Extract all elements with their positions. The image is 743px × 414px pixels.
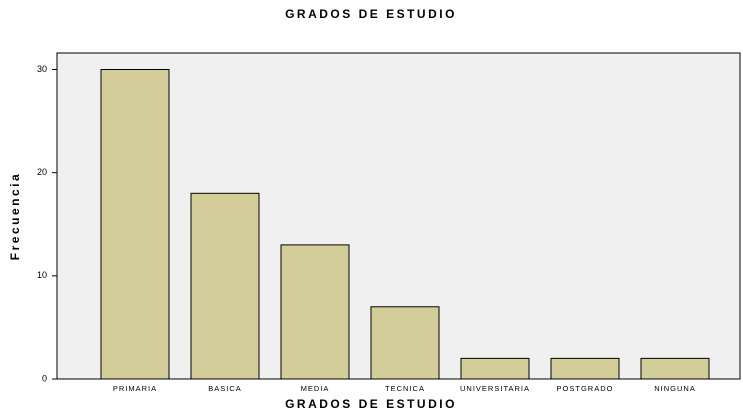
x-tick-label: PRIMARIA [113,384,157,393]
x-tick-label: POSTGRADO [557,384,614,393]
x-tick-label: BASICA [208,384,242,393]
bar [370,306,440,380]
bar [100,69,170,380]
x-axis-title: GRADOS DE ESTUDIO [285,397,457,411]
x-tick-label: MEDIA [301,384,330,393]
bar [460,357,530,380]
x-tick-label: NINGUNA [654,384,696,393]
x-tick-label: TECNICA [385,384,425,393]
bar [280,244,350,380]
bar [550,357,620,380]
y-tick-label: 30 [37,64,47,74]
x-tick-label: UNIVERSITARIA [460,384,530,393]
y-axis-title: Frecuencia [8,172,22,260]
chart-title: GRADOS DE ESTUDIO [285,7,457,21]
y-tick-label: 10 [37,270,47,280]
bar [640,357,710,380]
y-tick-label: 20 [37,167,47,177]
bar [190,192,260,380]
y-tick-label: 0 [42,373,47,383]
